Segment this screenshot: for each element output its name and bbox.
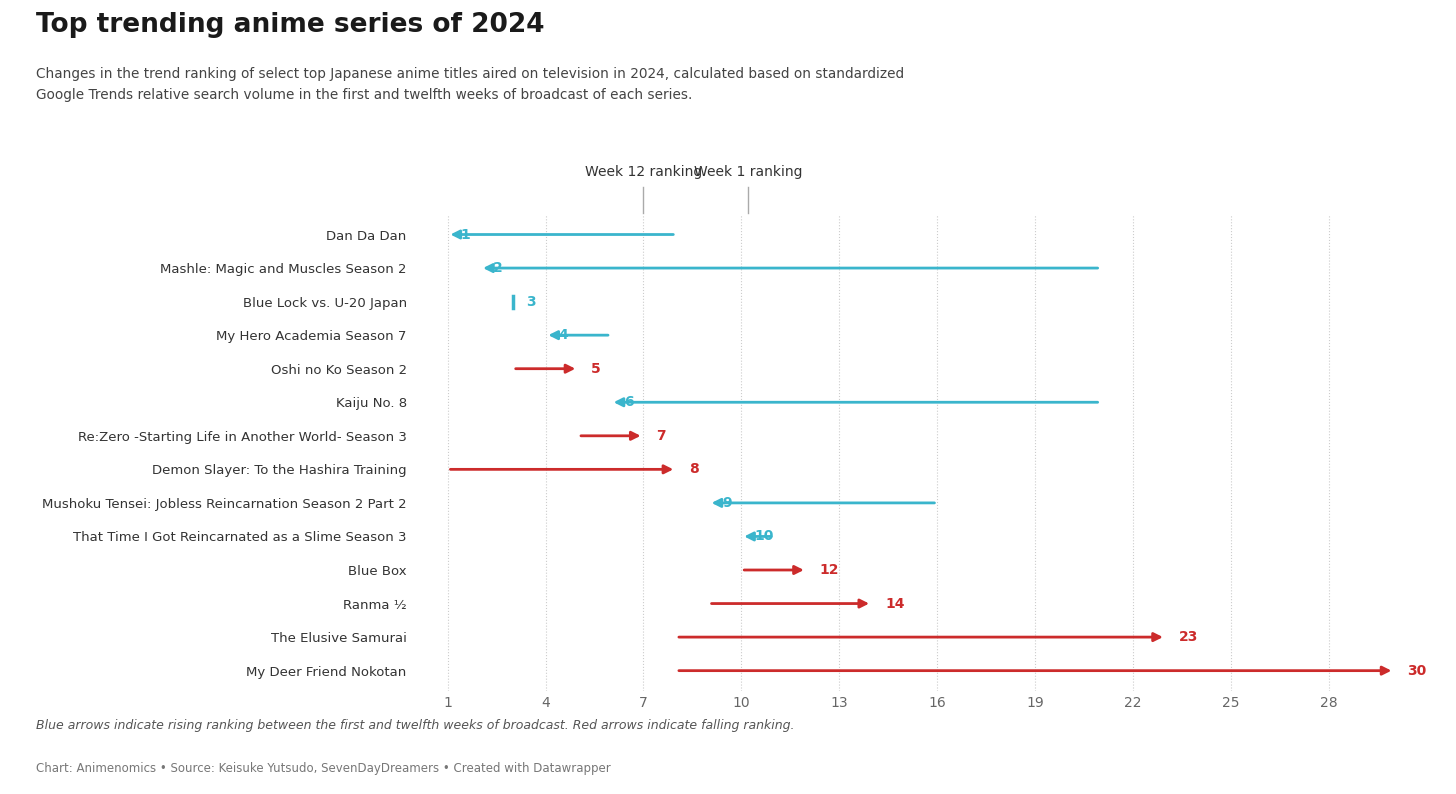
Text: 6: 6 xyxy=(623,395,633,409)
Text: Top trending anime series of 2024: Top trending anime series of 2024 xyxy=(36,12,545,38)
Text: 14: 14 xyxy=(885,596,904,611)
Text: 3: 3 xyxy=(526,295,536,309)
Text: 10: 10 xyxy=(754,530,773,543)
Text: Week 1 ranking: Week 1 ranking xyxy=(693,164,802,179)
Text: 23: 23 xyxy=(1179,630,1198,644)
Text: 12: 12 xyxy=(820,563,839,577)
Text: 30: 30 xyxy=(1408,664,1427,677)
Text: 9: 9 xyxy=(722,496,731,510)
Text: Week 12 ranking: Week 12 ranking xyxy=(585,164,702,179)
Text: 8: 8 xyxy=(689,462,699,476)
Text: Chart: Animenomics • Source: Keisuke Yutsudo, SevenDayDreamers • Created with Da: Chart: Animenomics • Source: Keisuke Yut… xyxy=(36,762,612,775)
Text: 1: 1 xyxy=(460,228,470,241)
Text: 7: 7 xyxy=(657,429,667,443)
Text: Blue arrows indicate rising ranking between the first and twelfth weeks of broad: Blue arrows indicate rising ranking betw… xyxy=(36,719,795,731)
Text: 4: 4 xyxy=(559,328,568,342)
Text: 2: 2 xyxy=(494,261,504,275)
Text: Changes in the trend ranking of select top Japanese anime titles aired on televi: Changes in the trend ranking of select t… xyxy=(36,67,904,102)
Text: 5: 5 xyxy=(591,362,601,376)
